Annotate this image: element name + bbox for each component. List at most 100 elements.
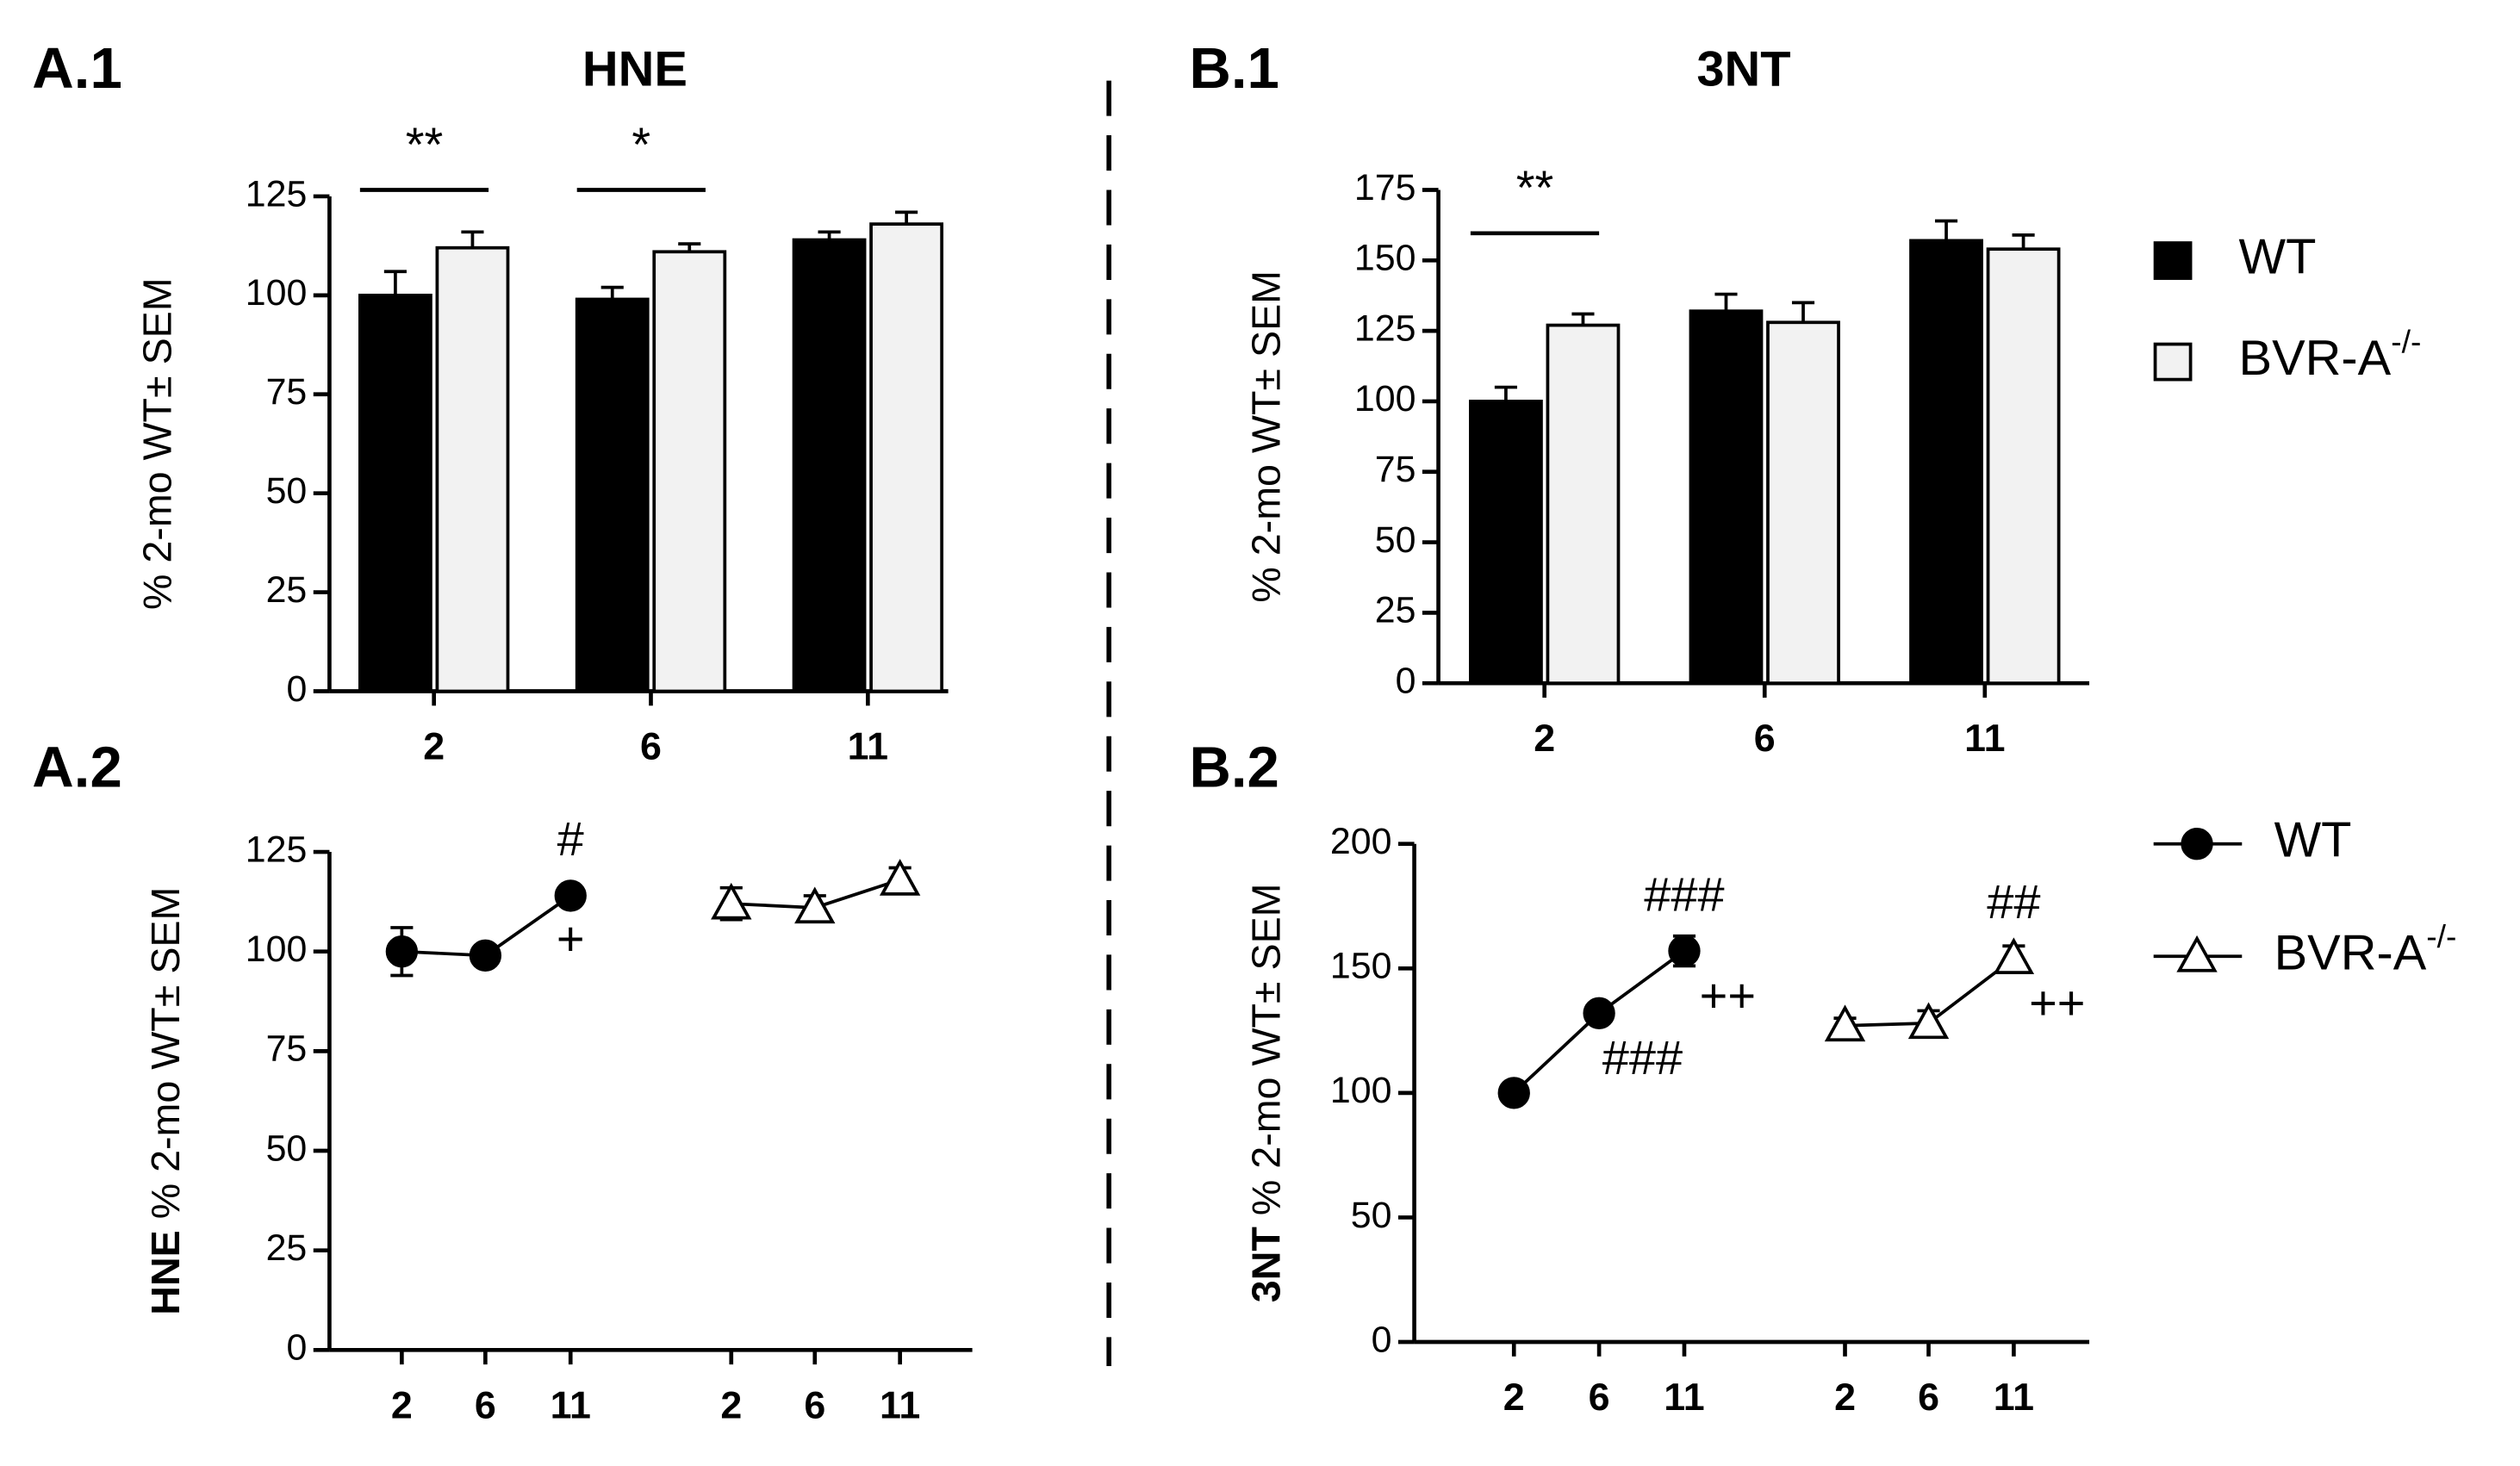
y-tick-label: 50	[1351, 1195, 1392, 1236]
x-tick-label: 11	[1994, 1376, 2034, 1419]
x-tick-label: 11	[551, 1383, 591, 1426]
legend-label: WT	[2239, 230, 2317, 285]
y-axis-label-bold: HNE	[143, 1230, 188, 1314]
y-tick-label: 200	[1330, 821, 1392, 862]
y-axis-label-text: % 2-mo WT± SEM	[135, 277, 180, 610]
y-tick-label: 175	[1354, 167, 1416, 208]
y-axis-label: % 2-mo WT± SEM	[135, 277, 180, 610]
bar	[575, 297, 650, 693]
annotation: ###	[1602, 1030, 1683, 1084]
x-tick-label: 2	[1534, 717, 1555, 760]
marker	[2176, 935, 2218, 972]
y-tick-label: 75	[1375, 449, 1416, 490]
x-tick-label: 2	[391, 1383, 413, 1426]
marker	[1583, 997, 1615, 1029]
annotation: +	[557, 911, 585, 966]
bar	[1689, 309, 1764, 686]
y-tick-label: 50	[266, 1127, 308, 1169]
marker	[385, 935, 419, 968]
x-tick-label: 11	[848, 724, 888, 767]
legend-name: BVR-A	[2239, 331, 2392, 386]
panel-label: A.2	[32, 736, 121, 800]
panel-label: A.1	[32, 36, 121, 101]
y-tick-label: 25	[1375, 590, 1416, 631]
y-tick-label: 100	[246, 929, 308, 970]
bar	[869, 222, 944, 693]
marker	[711, 882, 752, 920]
significance-label: **	[1516, 160, 1554, 214]
y-tick-label: 150	[1354, 238, 1416, 279]
y-axis-label-text: % 2-mo WT± SEM	[1244, 883, 1289, 1215]
x-tick-label: 6	[1589, 1376, 1610, 1419]
marker	[2181, 828, 2213, 860]
legend-swatch	[2153, 342, 2193, 382]
legend-label: WT	[2274, 813, 2352, 868]
y-axis-label: 3NT % 2-mo WT± SEM	[1244, 883, 1289, 1302]
marker	[794, 886, 836, 924]
x-tick-label: 2	[1834, 1376, 1856, 1419]
y-tick-label: 75	[266, 1028, 308, 1070]
legend-name: WT	[2239, 230, 2317, 285]
x-tick-label: 2	[720, 1383, 742, 1426]
significance-label: *	[632, 117, 650, 171]
y-tick-label: 125	[1354, 307, 1416, 349]
annotation: ##	[1987, 874, 2040, 929]
y-axis-label-bold: 3NT	[1244, 1227, 1289, 1302]
y-axis-label: % 2-mo WT± SEM	[1244, 270, 1289, 603]
annotation: ###	[1644, 867, 1724, 921]
x-tick-label: 6	[1754, 717, 1776, 760]
annotation: ++	[1700, 968, 1756, 1022]
y-axis-label-text: % 2-mo WT± SEM	[143, 887, 188, 1220]
y-tick-label: 75	[266, 371, 308, 413]
x-tick-label: 6	[640, 724, 662, 767]
y-tick-label: 100	[1330, 1070, 1392, 1111]
y-tick-label: 50	[266, 470, 308, 512]
chart-title: HNE	[582, 42, 688, 97]
y-tick-label: 25	[266, 1227, 308, 1269]
legend-label: BVR-A-/-	[2239, 323, 2422, 386]
bar	[1469, 400, 1543, 686]
marker	[554, 879, 587, 912]
x-tick-label: 6	[804, 1383, 825, 1426]
legend-name: WT	[2274, 813, 2352, 868]
x-tick-label: 11	[1964, 717, 2005, 760]
panel-label: B.1	[1189, 36, 1279, 101]
marker	[1824, 1004, 1866, 1042]
marker	[1668, 935, 1701, 967]
y-tick-label: 0	[1396, 660, 1416, 701]
marker	[1993, 937, 2035, 975]
legend-superscript: -/-	[2391, 323, 2421, 359]
legend-label: BVR-A-/-	[2274, 918, 2457, 981]
y-tick-label: 0	[286, 668, 307, 710]
bar	[435, 245, 510, 693]
x-tick-label: 2	[423, 724, 445, 767]
bar	[1909, 239, 1983, 686]
bar	[358, 293, 432, 693]
y-tick-label: 0	[1372, 1319, 1392, 1360]
bar	[792, 238, 867, 693]
marker	[879, 859, 921, 896]
annotation: #	[557, 811, 584, 866]
marker	[1907, 1002, 1950, 1040]
y-tick-label: 25	[266, 569, 308, 611]
y-axis-label-text: % 2-mo WT± SEM	[1244, 270, 1289, 603]
y-tick-label: 125	[246, 173, 308, 214]
x-tick-label: 2	[1503, 1376, 1525, 1419]
bar	[1546, 323, 1621, 686]
y-tick-label: 50	[1375, 519, 1416, 561]
legend-superscript: -/-	[2426, 918, 2456, 954]
legend-name: BVR-A	[2274, 926, 2427, 981]
y-tick-label: 100	[246, 272, 308, 314]
significance-label: **	[406, 117, 444, 171]
y-tick-label: 0	[286, 1327, 307, 1369]
legend-swatch	[2153, 241, 2193, 280]
y-tick-label: 125	[246, 829, 308, 870]
bar	[1766, 320, 1840, 686]
x-tick-label: 6	[1918, 1376, 1939, 1419]
x-tick-label: 11	[1664, 1376, 1704, 1419]
x-tick-label: 6	[475, 1383, 496, 1426]
panel-label: B.2	[1189, 736, 1279, 800]
chart-title: 3NT	[1696, 42, 1790, 97]
bar	[652, 250, 727, 693]
annotation: ++	[2029, 975, 2085, 1029]
